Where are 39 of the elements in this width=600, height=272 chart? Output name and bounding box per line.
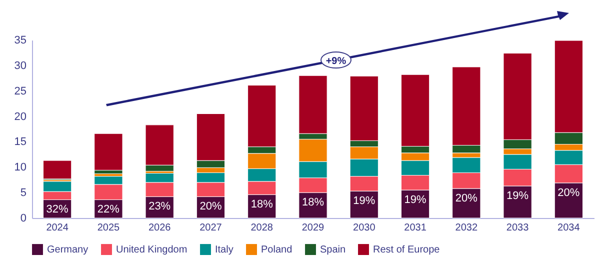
legend-label: Spain	[320, 244, 346, 256]
x-tick-label: 2030	[353, 222, 376, 234]
legend-label: Germany	[47, 244, 88, 256]
annotation: 23%	[148, 200, 171, 213]
x-tick-label: 2027	[200, 222, 222, 234]
y-tick-label: 5	[20, 187, 26, 200]
annotation: +9%	[326, 56, 346, 67]
bar	[94, 133, 123, 170]
annotation: 18%	[250, 198, 274, 211]
annotation: 32%	[46, 204, 69, 216]
x-tick-label: 2025	[97, 222, 120, 234]
y-tick-label: 0	[20, 212, 26, 224]
legend-label: Italy	[215, 244, 234, 256]
legend-label: Poland	[261, 244, 292, 256]
x-tick-label: 2028	[250, 222, 274, 234]
y-tick-label: 25	[14, 85, 26, 98]
annotation: 19%	[506, 190, 529, 202]
x-tick-label: 2029	[302, 222, 325, 234]
y-tick-label: 15	[14, 136, 26, 148]
x-tick-label: 2034	[558, 222, 580, 234]
x-tick-label: 2032	[455, 222, 478, 234]
annotation: 20%	[558, 186, 580, 199]
y-tick-label: 10	[14, 162, 26, 174]
x-tick-label: 2024	[46, 222, 69, 234]
annotation: 18%	[302, 196, 324, 209]
annotation: 19%	[404, 194, 426, 206]
x-tick-label: 2033	[506, 222, 530, 234]
annotation: 22%	[97, 204, 120, 216]
x-tick-label: 2026	[148, 222, 172, 234]
y-tick-label: 20	[14, 110, 26, 123]
annotation: 20%	[455, 192, 478, 205]
y-tick-label: 30	[14, 60, 26, 72]
legend-label: Rest of Europe	[373, 244, 440, 256]
x-tick-label: 2031	[404, 222, 427, 234]
annotation: 20%	[200, 200, 222, 213]
annotation: 19%	[353, 195, 376, 208]
legend-label: United Kingdom	[116, 244, 188, 256]
bar	[43, 160, 72, 180]
y-tick-label: 35	[14, 34, 26, 46]
